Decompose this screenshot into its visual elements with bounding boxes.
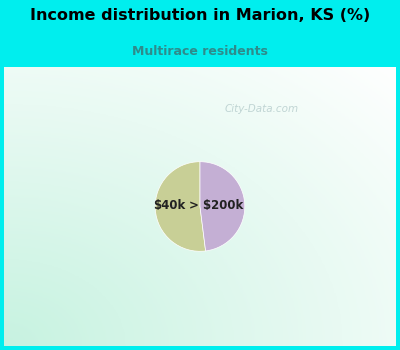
Wedge shape — [200, 162, 245, 251]
Text: City-Data.com: City-Data.com — [224, 104, 299, 113]
Text: Multirace residents: Multirace residents — [132, 45, 268, 58]
Text: > $200k: > $200k — [189, 199, 243, 212]
Text: $40k: $40k — [154, 199, 186, 212]
Text: Income distribution in Marion, KS (%): Income distribution in Marion, KS (%) — [30, 8, 370, 23]
Wedge shape — [155, 162, 206, 251]
